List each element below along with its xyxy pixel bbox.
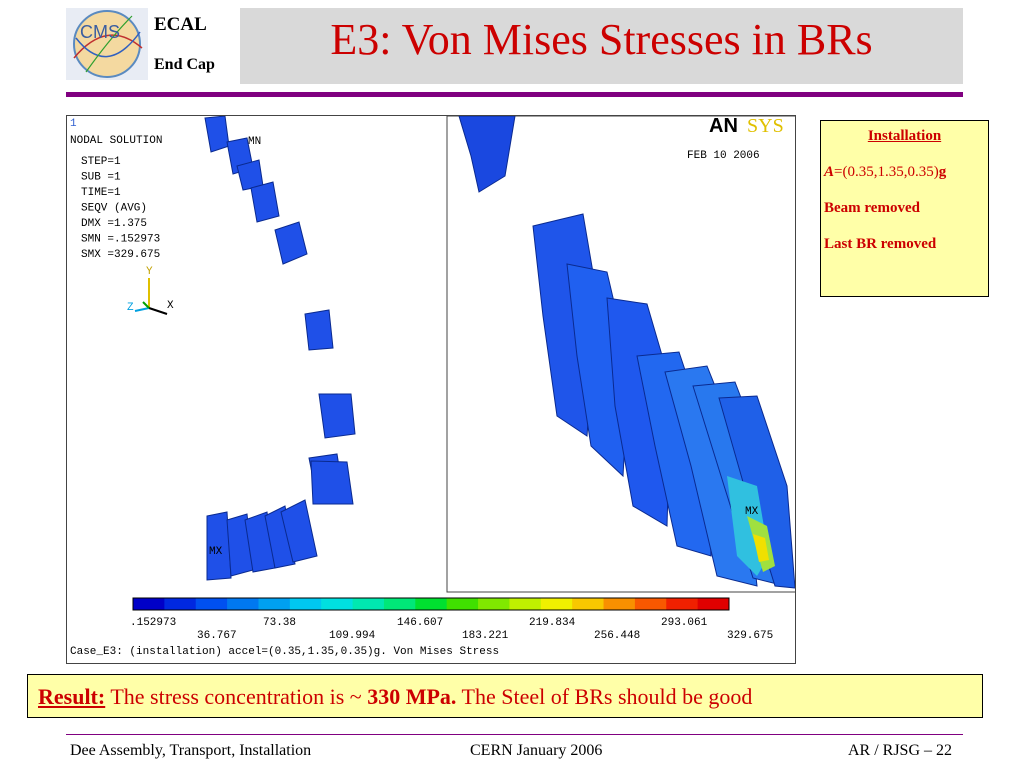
solution-line: TIME=1 (81, 187, 121, 199)
footer-middle: CERN January 2006 (470, 742, 603, 759)
legend-swatch (133, 598, 165, 610)
acceleration-line: A=(0.35,1.35,0.35)g (824, 164, 946, 181)
legend-bottom-label: 329.675 (727, 630, 773, 642)
legend-swatch (697, 598, 730, 610)
legend-swatch (321, 598, 354, 610)
legend-top-label: 146.607 (397, 617, 443, 629)
legend-swatch (415, 598, 448, 610)
plot-date: FEB 10 2006 (687, 150, 760, 162)
axis-z-label: Z (127, 302, 134, 314)
legend-top-label: .152973 (130, 617, 176, 629)
legend-swatch (289, 598, 322, 610)
legend-swatch (572, 598, 605, 610)
legend-frame (132, 597, 730, 611)
solution-line: SMX =329.675 (81, 249, 160, 261)
legend-top-label: 73.38 (263, 617, 296, 629)
axis-y-label: Y (146, 266, 153, 278)
legend-swatch (258, 598, 291, 610)
header-divider (66, 92, 963, 97)
legend-swatch (352, 598, 385, 610)
legend-swatch (227, 598, 259, 610)
result-text: Result: The stress concentration is ~ 33… (38, 684, 752, 710)
solution-line: SUB =1 (81, 172, 121, 184)
legend-bottom-label: 109.994 (329, 630, 376, 642)
legend-swatch (195, 598, 228, 610)
solution-line: DMX =1.375 (81, 218, 147, 230)
legend-swatch (164, 598, 197, 610)
figure-caption: Case_E3: (installation) accel=(0.35,1.35… (70, 646, 499, 658)
legend-swatch (666, 598, 699, 610)
header-ecal-label: ECAL (154, 14, 207, 35)
result-label: Result: (38, 684, 106, 709)
legend-top-values: .152973 73.38 146.607 219.834 293.061 (130, 617, 708, 629)
title-bar (240, 8, 963, 84)
header-endcap-label: End Cap (154, 56, 215, 73)
legend-swatch (383, 598, 416, 610)
legend-bottom-label: 183.221 (462, 630, 509, 642)
logo-text: CMS (80, 22, 120, 42)
legend-swatch (509, 598, 542, 610)
footer-left: Dee Assembly, Transport, Installation (70, 742, 312, 759)
result-box (27, 674, 983, 718)
accel-symbol: A (824, 164, 835, 180)
axis-x-label: X (167, 300, 174, 312)
legend-swatch (603, 598, 636, 610)
solution-line: STEP=1 (81, 156, 121, 168)
solution-line: NODAL SOLUTION (70, 135, 162, 147)
beam-removed-text: Beam removed (824, 200, 920, 216)
legend-bottom-values: 36.767 109.994 183.221 256.448 329.675 (197, 630, 773, 642)
mx-label-left: MX (209, 546, 223, 558)
cms-logo: CMS (66, 8, 148, 80)
window-number: 1 (70, 118, 77, 130)
stress-legend (132, 597, 730, 611)
ansys-plot: 1 NODAL SOLUTION STEP=1 SUB =1 TIME=1 SEQV (… (70, 116, 795, 658)
legend-swatch (540, 598, 573, 610)
load-case-heading: Installation (867, 128, 942, 144)
legend-swatch (634, 598, 667, 610)
legend-bottom-label: 256.448 (594, 630, 640, 642)
result-text-1: The stress concentration is ~ (105, 684, 368, 709)
accel-unit: g (938, 164, 947, 180)
right-zoom-geometry (458, 116, 795, 589)
legend-swatch (446, 598, 479, 610)
load-case-box (820, 120, 989, 297)
legend-top-label: 293.061 (661, 617, 708, 629)
footer-divider (66, 734, 963, 735)
legend-top-label: 219.834 (529, 617, 576, 629)
last-br-removed-text: Last BR removed (824, 236, 937, 252)
footer-right: AR / RJSG – 22 (847, 742, 952, 759)
slide-title: E3: Von Mises Stresses in BRs (330, 15, 873, 64)
left-arc-geometry (204, 116, 356, 581)
solution-line: SMN =.152973 (81, 234, 160, 246)
solution-line: SEQV (AVG) (81, 203, 147, 215)
result-value: 330 MPa. (367, 684, 457, 709)
ansys-brand-an: AN (709, 116, 738, 137)
mx-label-right: MX (745, 506, 759, 518)
legend-swatch (478, 598, 510, 610)
axis-triad-icon: Y X Z (127, 266, 174, 315)
mn-label: MN (248, 136, 261, 148)
legend-bottom-label: 36.767 (197, 630, 237, 642)
solution-info: NODAL SOLUTION STEP=1 SUB =1 TIME=1 SEQV (AV… (70, 135, 162, 261)
result-text-2: The Steel of BRs should be good (456, 684, 753, 709)
accel-value: =(0.35,1.35,0.35) (834, 164, 939, 180)
ansys-brand-sys: SYS (747, 116, 784, 137)
